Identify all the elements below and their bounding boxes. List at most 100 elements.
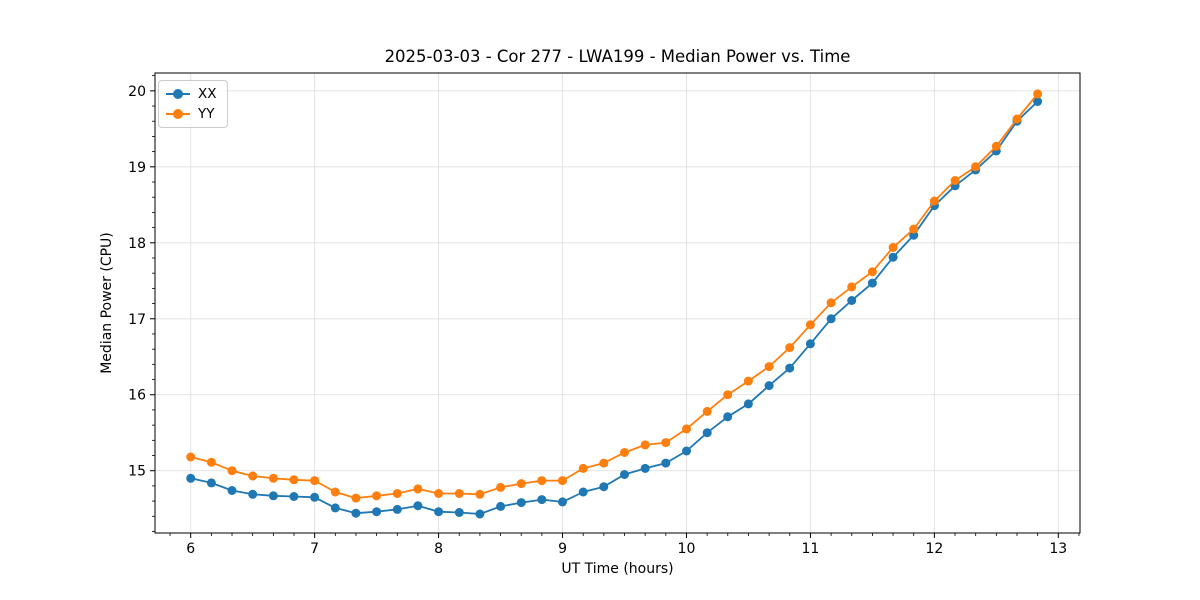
x-tick-label: 12 bbox=[925, 541, 943, 557]
y-tick-label: 19 bbox=[128, 160, 146, 176]
y-tick-label: 20 bbox=[128, 84, 146, 100]
legend-label-xx: XX bbox=[198, 86, 217, 102]
series-xx-marker bbox=[723, 412, 733, 422]
series-yy-marker bbox=[702, 406, 712, 416]
series-xx-marker bbox=[1033, 97, 1043, 106]
series-yy-marker bbox=[867, 267, 877, 277]
series-yy-marker bbox=[743, 376, 753, 386]
x-tick-label: 9 bbox=[558, 541, 567, 557]
series-yy-marker bbox=[620, 448, 629, 457]
series-yy-marker bbox=[682, 424, 691, 434]
legend-marker-icon bbox=[173, 109, 183, 119]
x-tick-label: 6 bbox=[186, 541, 195, 557]
y-tick-label: 16 bbox=[128, 388, 146, 404]
series-xx-marker bbox=[434, 507, 444, 517]
series-yy-marker bbox=[227, 466, 237, 476]
series-xx-marker bbox=[578, 487, 588, 497]
chart-title: 2025-03-03 - Cor 277 - LWA199 - Median P… bbox=[384, 47, 851, 66]
series-xx-marker bbox=[475, 509, 485, 519]
series-yy-marker bbox=[764, 362, 774, 372]
series-yy-marker bbox=[516, 479, 526, 489]
legend-marker-icon bbox=[173, 89, 183, 99]
series-yy-marker bbox=[723, 390, 733, 400]
series-yy-marker bbox=[413, 484, 423, 494]
series-xx-marker bbox=[661, 458, 671, 468]
legend-item-xx: XX bbox=[166, 86, 217, 102]
series-yy-marker bbox=[310, 476, 320, 486]
series-yy-marker bbox=[847, 282, 857, 292]
series-xx-marker bbox=[867, 278, 877, 288]
series-yy-marker bbox=[289, 475, 299, 485]
x-tick-label: 8 bbox=[434, 541, 443, 557]
series-yy-marker bbox=[434, 489, 444, 498]
plot-border bbox=[154, 72, 1081, 534]
x-tick-label: 13 bbox=[1049, 541, 1067, 557]
series-xx-marker bbox=[826, 314, 836, 324]
series-yy-marker bbox=[537, 476, 547, 486]
legend-sample-yy bbox=[166, 109, 190, 119]
series-yy-marker bbox=[186, 452, 196, 462]
x-tick-label: 7 bbox=[310, 541, 319, 557]
series-xx-marker bbox=[330, 503, 340, 513]
series-xx-marker bbox=[805, 339, 815, 349]
series-yy-marker bbox=[661, 438, 671, 448]
series-yy-marker bbox=[826, 298, 836, 308]
series-xx-marker bbox=[186, 473, 196, 483]
series-xx-marker bbox=[558, 497, 567, 507]
series-xx-marker bbox=[372, 507, 382, 517]
y-tick-label: 18 bbox=[128, 236, 146, 252]
x-tick-label: 11 bbox=[802, 541, 820, 557]
series-yy-line bbox=[190, 93, 1039, 500]
legend-sample-xx bbox=[166, 89, 190, 99]
series-xx-marker bbox=[743, 399, 753, 409]
series-xx-marker bbox=[454, 508, 464, 517]
series-yy-marker bbox=[1033, 89, 1043, 99]
series-xx-marker bbox=[206, 478, 216, 488]
series-yy-marker bbox=[454, 489, 464, 498]
series-yy-marker bbox=[496, 482, 506, 492]
series-xx-marker bbox=[764, 381, 774, 391]
series-yy-marker bbox=[475, 489, 485, 499]
series-yy-marker bbox=[950, 176, 960, 185]
legend-item-yy: YY bbox=[166, 106, 217, 122]
series-xx-marker bbox=[289, 492, 299, 501]
series-yy-marker bbox=[392, 489, 402, 498]
series-xx-marker bbox=[640, 463, 650, 473]
series-yy-marker bbox=[330, 487, 340, 497]
series-xx-marker bbox=[516, 498, 526, 508]
series-yy-marker bbox=[351, 493, 361, 503]
series-xx-line bbox=[190, 100, 1039, 515]
series-yy-marker bbox=[909, 224, 919, 234]
y-tick-label: 17 bbox=[128, 312, 146, 328]
series-yy-marker bbox=[372, 491, 382, 501]
x-tick-label: 10 bbox=[678, 541, 696, 557]
series-yy-marker bbox=[805, 320, 815, 330]
series-yy-marker bbox=[268, 473, 278, 483]
series-yy-marker bbox=[248, 471, 258, 481]
legend-label-yy: YY bbox=[198, 106, 215, 122]
series-xx-marker bbox=[599, 482, 609, 492]
series-yy-marker bbox=[640, 440, 650, 450]
x-axis-label: UT Time (hours) bbox=[561, 561, 674, 577]
series-yy-marker bbox=[785, 343, 795, 353]
series-xx-marker bbox=[682, 446, 691, 456]
series-yy-marker bbox=[971, 162, 981, 172]
series-xx-marker bbox=[227, 486, 237, 495]
series-yy-marker bbox=[888, 242, 898, 252]
series-xx-marker bbox=[702, 428, 712, 438]
series-xx-marker bbox=[413, 501, 423, 511]
series-yy-marker bbox=[991, 141, 1001, 151]
series-xx-marker bbox=[537, 495, 547, 505]
series-xx-marker bbox=[847, 296, 857, 305]
series-xx-marker bbox=[248, 489, 258, 499]
series-xx-marker bbox=[620, 470, 629, 479]
series-xx-marker bbox=[351, 508, 361, 518]
series-yy-marker bbox=[206, 457, 216, 467]
series-xx-marker bbox=[496, 501, 506, 511]
series-yy-marker bbox=[1012, 114, 1022, 124]
series-yy-marker bbox=[578, 463, 588, 473]
series-yy-marker bbox=[929, 196, 939, 206]
y-tick-label: 15 bbox=[128, 464, 146, 480]
